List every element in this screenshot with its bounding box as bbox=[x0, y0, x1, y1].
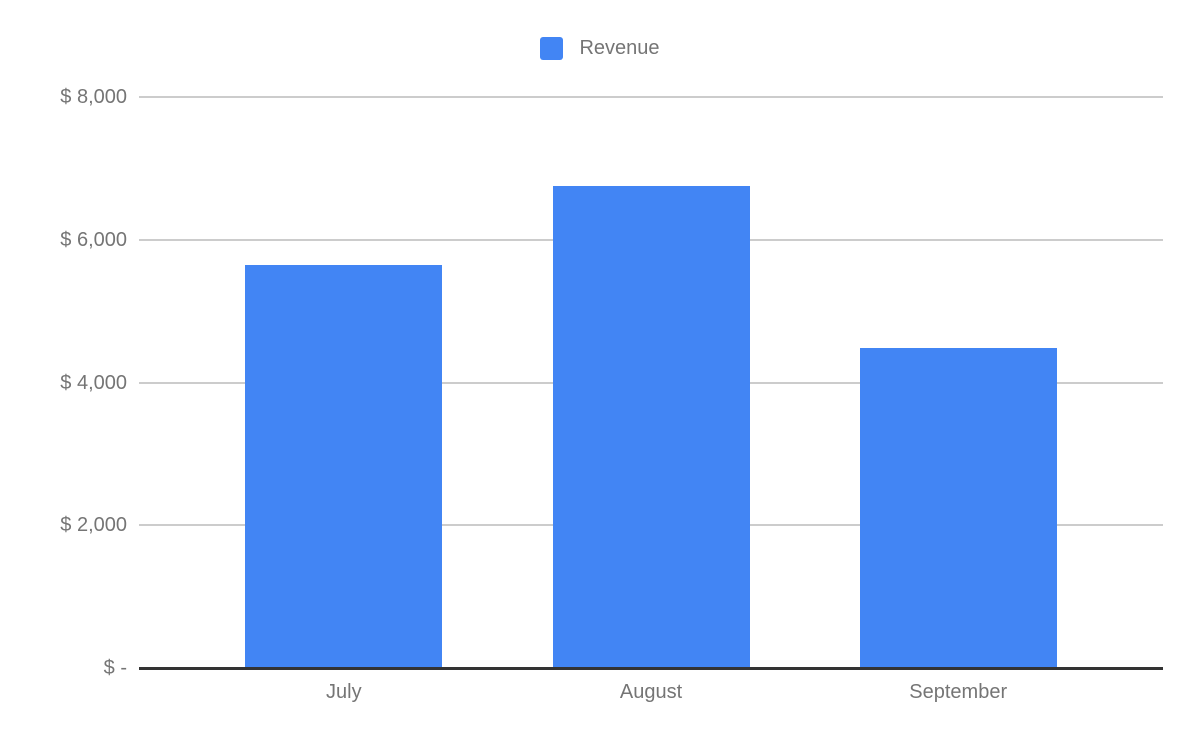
x-axis-line bbox=[139, 667, 1163, 670]
gridline-8000 bbox=[139, 96, 1163, 98]
x-tick-label-august: August bbox=[619, 681, 683, 703]
chart-legend: Revenue bbox=[0, 36, 1200, 60]
x-tick-label-july: July bbox=[326, 681, 362, 703]
bar-september bbox=[859, 348, 1057, 668]
x-tick-label-september: September bbox=[909, 681, 1008, 703]
y-tick-label-4000: $ 4,000 bbox=[60, 371, 127, 394]
bar-july bbox=[245, 264, 443, 668]
y-tick-label-0: $ - bbox=[103, 657, 127, 679]
bar-august bbox=[552, 186, 750, 668]
legend-label-revenue: Revenue bbox=[579, 37, 660, 59]
y-tick-label-6000: $ 6,000 bbox=[60, 228, 127, 251]
y-tick-label-8000: $ 8,000 bbox=[60, 86, 127, 108]
legend-swatch-revenue-icon bbox=[540, 36, 564, 60]
y-tick-label-2000: $ 2,000 bbox=[60, 514, 127, 537]
